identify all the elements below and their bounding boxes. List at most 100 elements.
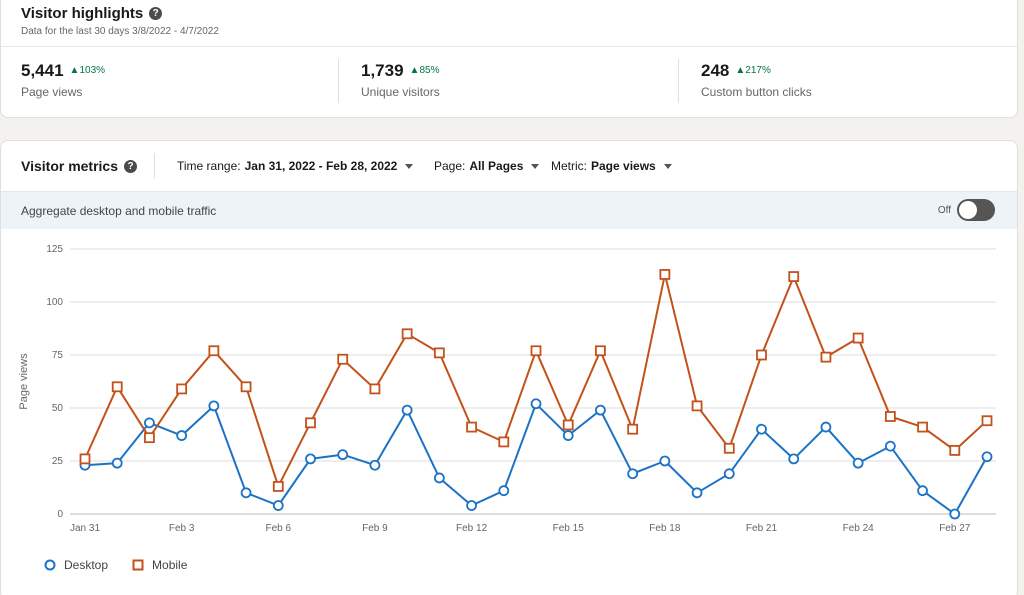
data-point-desktop: [627, 468, 639, 480]
data-point-desktop: [562, 430, 574, 441]
data-point-desktop: [723, 468, 735, 480]
chevron-down-icon: [405, 163, 414, 169]
metric-label: Metric:: [551, 159, 587, 173]
divider: [1, 46, 1017, 47]
data-point-mobile: [337, 353, 349, 365]
metrics-title: Visitor metrics: [21, 158, 119, 174]
data-point-desktop: [369, 459, 381, 471]
divider: [678, 59, 679, 103]
data-point-mobile: [272, 481, 284, 492]
data-point-desktop: [208, 400, 220, 412]
data-point-desktop: [433, 472, 445, 484]
data-point-mobile: [820, 351, 832, 363]
y-tick-label: 125: [46, 244, 63, 255]
data-point-mobile: [691, 400, 703, 412]
data-point-mobile: [369, 383, 381, 395]
data-point-mobile: [240, 381, 252, 393]
aggregate-bar: Aggregate desktop and mobile traffic Off: [1, 191, 1017, 229]
y-tick-label: 25: [52, 456, 64, 467]
data-point-desktop: [530, 398, 542, 410]
metric-value: Page views: [591, 159, 656, 173]
page-views-chart: 0 25 50 75 100 125 Page views Jan 31 Feb 3 Feb 6 F…: [18, 244, 996, 534]
data-point-desktop: [949, 508, 961, 520]
x-tick-label: Jan 31: [70, 523, 100, 534]
help-icon[interactable]: ?: [124, 159, 138, 173]
y-axis-label: Page views: [18, 353, 30, 410]
x-tick-label: Feb 12: [456, 523, 488, 534]
data-point-mobile: [401, 328, 413, 340]
data-point-mobile: [949, 444, 961, 456]
y-tick-label: 50: [52, 403, 64, 414]
chevron-down-icon: [531, 163, 540, 169]
series-line-desktop: [84, 402, 988, 515]
chevron-down-icon: [663, 163, 672, 169]
page-dropdown[interactable]: Page: All Pages: [434, 159, 540, 173]
stat-label: Custom button clicks: [701, 85, 812, 99]
x-tick-label: Feb 15: [553, 523, 585, 534]
x-tick-label: Feb 6: [265, 523, 291, 534]
y-tick-label: 100: [46, 297, 63, 308]
x-tick-label: Feb 18: [649, 523, 681, 534]
data-point-mobile: [176, 383, 188, 395]
data-point-mobile: [498, 436, 510, 448]
data-point-mobile: [917, 421, 928, 433]
time-range-dropdown[interactable]: Time range: Jan 31, 2022 - Feb 28, 2022: [177, 159, 414, 173]
metrics-header: Visitor metrics ?: [21, 158, 138, 174]
data-point-desktop: [176, 430, 188, 441]
legend: Desktop Mobile: [44, 558, 187, 572]
data-point-desktop: [820, 421, 832, 433]
highlights-subtitle: Data for the last 30 days 3/8/2022 - 4/7…: [21, 26, 219, 37]
data-point-mobile: [627, 423, 639, 435]
data-point-mobile: [884, 411, 896, 422]
data-point-desktop: [305, 453, 316, 465]
stat-change: ▲85%: [409, 65, 440, 76]
data-point-mobile: [659, 269, 671, 280]
data-point-mobile: [595, 345, 606, 357]
data-point-desktop: [691, 487, 703, 499]
data-point-mobile: [305, 417, 316, 429]
stat-value: 248: [701, 61, 730, 80]
visitor-metrics-card: Visitor metrics ? Time range: Jan 31, 20…: [0, 140, 1018, 595]
data-point-desktop: [466, 500, 477, 511]
page-value: All Pages: [469, 159, 524, 173]
visitor-highlights-card: Visitor highlights ? Data for the last 3…: [0, 0, 1018, 118]
metric-dropdown[interactable]: Metric: Page views: [551, 159, 672, 173]
data-point-mobile: [530, 345, 542, 357]
stat-change: ▲217%: [735, 65, 771, 76]
help-icon[interactable]: ?: [149, 7, 163, 20]
data-point-desktop: [111, 457, 123, 469]
data-point-desktop: [144, 417, 155, 429]
data-point-desktop: [272, 500, 284, 511]
stat-label: Page views: [21, 85, 83, 99]
stat-page-views: 5,441 ▲103% Page views: [21, 61, 105, 99]
legend-desktop-marker: [44, 559, 56, 571]
data-point-desktop: [240, 487, 252, 499]
data-point-mobile: [788, 271, 800, 282]
legend-mobile-label: Mobile: [152, 558, 188, 572]
data-point-desktop: [788, 453, 800, 465]
divider: [338, 59, 339, 103]
aggregate-toggle[interactable]: [957, 199, 995, 221]
x-tick-label: Feb 24: [843, 523, 875, 534]
data-point-mobile: [111, 381, 123, 393]
legend-mobile-marker: [132, 559, 144, 571]
data-point-desktop: [756, 423, 767, 435]
data-point-desktop: [981, 451, 993, 463]
toggle-state-label: Off: [937, 205, 951, 216]
data-point-mobile: [852, 332, 864, 344]
highlights-title: Visitor highlights: [21, 5, 144, 22]
x-tick-label: Feb 27: [939, 523, 971, 534]
x-tick-label: Feb 3: [169, 523, 195, 534]
data-point-desktop: [337, 449, 349, 461]
data-point-desktop: [917, 485, 928, 497]
time-range-label: Time range:: [177, 159, 241, 173]
data-point-mobile: [208, 345, 220, 357]
data-point-desktop: [659, 455, 671, 467]
data-point-desktop: [595, 404, 606, 416]
page-label: Page:: [434, 159, 466, 173]
x-tick-label: Feb 9: [362, 523, 388, 534]
data-point-mobile: [723, 442, 735, 454]
data-point-mobile: [433, 347, 445, 359]
stat-custom-button-clicks: 248 ▲217% Custom button clicks: [701, 61, 812, 99]
stat-label: Unique visitors: [361, 85, 440, 99]
